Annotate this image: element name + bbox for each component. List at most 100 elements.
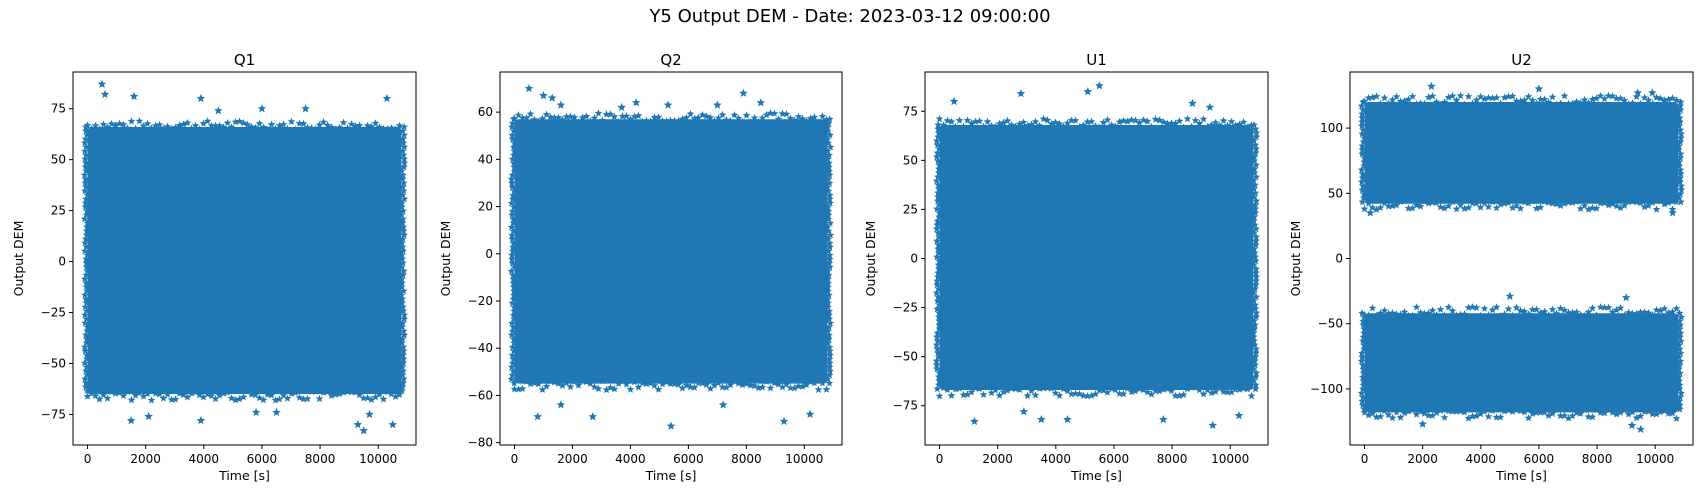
- data-point: [1183, 114, 1192, 123]
- data-point: [570, 377, 579, 385]
- data-point: [794, 112, 803, 120]
- data-point: [1540, 95, 1549, 103]
- data-point: [1676, 329, 1685, 337]
- data-point: [1360, 204, 1369, 213]
- data-point: [123, 124, 132, 132]
- data-point: [83, 267, 92, 275]
- data-point: [1556, 201, 1565, 209]
- data-point: [1672, 198, 1681, 206]
- data-point: [1412, 410, 1421, 418]
- data-point: [1428, 92, 1437, 100]
- data-point: [935, 373, 943, 381]
- data-point: [400, 231, 408, 239]
- data-point: [825, 315, 834, 323]
- data-point: [307, 387, 316, 395]
- data-point: [1252, 269, 1260, 277]
- data-point: [1488, 198, 1497, 206]
- data-point: [823, 135, 832, 143]
- data-point: [1564, 99, 1573, 107]
- data-point: [782, 380, 791, 388]
- data-point: [594, 384, 603, 392]
- data-point: [143, 389, 152, 398]
- data-point: [510, 187, 518, 195]
- data-point: [398, 243, 407, 251]
- data-point: [129, 92, 139, 101]
- data-point: [1676, 190, 1685, 198]
- data-point: [1660, 96, 1669, 104]
- data-point: [1388, 95, 1397, 104]
- data-point: [1636, 198, 1645, 207]
- data-point: [1564, 198, 1573, 206]
- data-point: [1376, 309, 1385, 317]
- data-point: [359, 426, 368, 435]
- data-point: [556, 400, 566, 409]
- data-point: [935, 265, 943, 273]
- data-point: [935, 233, 943, 241]
- data-point: [802, 117, 811, 125]
- data-point: [311, 125, 320, 133]
- data-point: [1147, 390, 1156, 398]
- data-point: [1675, 397, 1684, 405]
- data-point: [1484, 412, 1493, 420]
- data-point: [1392, 201, 1401, 209]
- data-point: [400, 315, 409, 323]
- data-point: [824, 295, 832, 303]
- data-point: [1388, 202, 1397, 210]
- data-point: [83, 121, 92, 129]
- data-point: [1251, 301, 1259, 309]
- data-point: [1250, 121, 1258, 129]
- data-point: [83, 392, 92, 400]
- data-point: [1251, 321, 1259, 329]
- data-point: [1111, 122, 1120, 130]
- data-point: [219, 123, 228, 131]
- data-point: [1664, 409, 1673, 417]
- data-point: [1572, 197, 1581, 205]
- data-point: [578, 113, 587, 121]
- data-point: [1372, 205, 1381, 213]
- data-point: [1608, 308, 1617, 316]
- data-point: [935, 301, 944, 309]
- data-point: [542, 382, 551, 390]
- data-point: [507, 375, 516, 383]
- data-point: [1376, 412, 1385, 420]
- data-point: [339, 118, 348, 126]
- data-point: [1043, 116, 1052, 124]
- data-point: [1444, 407, 1453, 415]
- data-point: [1620, 406, 1629, 414]
- data-point: [558, 381, 567, 389]
- data-point: [1532, 99, 1541, 107]
- data-point: [1452, 205, 1461, 213]
- data-point: [702, 380, 711, 388]
- data-point: [1572, 97, 1581, 106]
- data-point: [398, 363, 407, 371]
- y-tick-label: 60: [478, 105, 493, 119]
- data-point: [975, 384, 984, 392]
- data-point: [722, 383, 731, 391]
- y-tick-label: −40: [468, 341, 493, 355]
- x-tick-label: 6000: [247, 452, 278, 466]
- data-point: [1358, 110, 1366, 118]
- data-point: [83, 191, 92, 199]
- data-point: [1420, 309, 1429, 317]
- data-point: [1019, 118, 1028, 126]
- data-point: [1536, 408, 1545, 416]
- data-point: [1596, 199, 1605, 207]
- data-point: [1444, 303, 1453, 311]
- data-point: [1427, 81, 1436, 90]
- data-point: [82, 299, 91, 307]
- data-point: [1247, 392, 1256, 400]
- data-point: [399, 367, 407, 375]
- data-point: [1532, 305, 1541, 313]
- data-point: [143, 119, 152, 127]
- data-point: [602, 110, 611, 118]
- data-point: [398, 199, 406, 207]
- data-point: [1488, 94, 1497, 102]
- y-tick-label: 0: [1335, 252, 1343, 266]
- data-point: [590, 114, 599, 122]
- data-point: [1468, 412, 1477, 420]
- data-point: [933, 385, 942, 393]
- data-point: [582, 112, 591, 120]
- data-point: [1676, 118, 1684, 126]
- data-point: [1564, 414, 1573, 422]
- data-point: [1223, 121, 1232, 129]
